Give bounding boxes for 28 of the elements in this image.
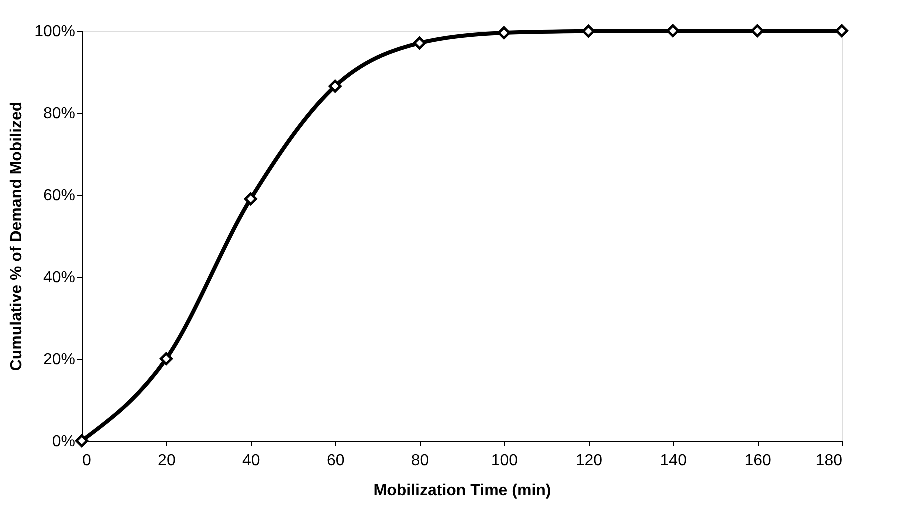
x-tick-label: 120 — [576, 452, 603, 470]
point — [328, 80, 342, 93]
x-tick-label: 0 — [82, 452, 92, 470]
y-tick-label: 100% — [34, 24, 76, 40]
y-axis-title: Cumulative % of Demand Mobilized — [8, 102, 26, 372]
x-axis-title: Mobilization Time (min) — [374, 482, 552, 500]
y-tick-label: 60% — [43, 188, 76, 204]
x-tick-label: 140 — [660, 452, 688, 470]
point — [160, 352, 173, 366]
x-tick-label: 160 — [744, 452, 772, 470]
x-tick-label: 100 — [491, 452, 518, 470]
point — [666, 24, 680, 38]
x-tick-label: 180 — [816, 452, 843, 470]
x-tick-label: 20 — [158, 452, 176, 470]
point — [498, 26, 511, 40]
x-tick-label: 80 — [411, 452, 430, 470]
x-tick-label: 60 — [326, 452, 345, 470]
point — [582, 24, 596, 38]
y-tick-label: 40% — [43, 270, 76, 286]
point — [836, 24, 848, 38]
y-tick-label: 80% — [43, 106, 76, 122]
y-tick-label: 0% — [52, 434, 76, 450]
x-tick-label: 40 — [242, 452, 260, 470]
point — [751, 24, 764, 38]
y-tick-label: 20% — [43, 352, 76, 368]
point — [413, 36, 426, 50]
point — [244, 192, 258, 206]
point — [76, 434, 88, 448]
